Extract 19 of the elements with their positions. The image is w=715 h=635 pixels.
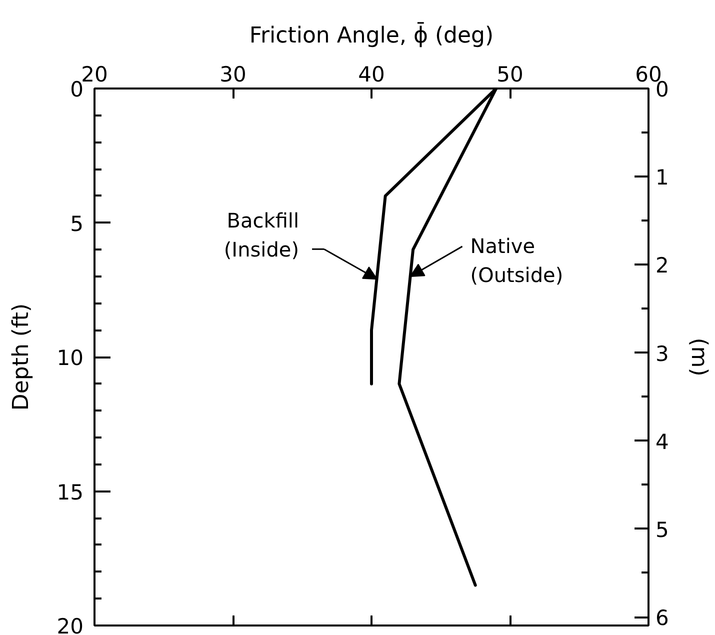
y2-tick-label: 2 xyxy=(656,254,669,278)
x-axis-title: Friction Angle, ϕ̄ (deg) xyxy=(249,21,494,48)
y2-tick-label: 3 xyxy=(656,342,669,366)
x-tick-label: 30 xyxy=(220,62,246,86)
y-tick-label: 20 xyxy=(56,614,84,635)
y-tick-label: 10 xyxy=(56,346,84,370)
y2-tick-label: 4 xyxy=(656,430,669,454)
x-tick-label: 40 xyxy=(358,62,385,86)
y2-axis-title: (m) xyxy=(686,338,711,376)
y-axis-title: Depth (ft) xyxy=(8,303,34,411)
x-tick-label: 50 xyxy=(496,62,524,86)
y2-tick-label: 6 xyxy=(656,606,669,630)
y-tick-label: 0 xyxy=(70,78,84,102)
y2-tick-label: 1 xyxy=(656,166,669,190)
annotation: Native (Outside) xyxy=(470,234,564,287)
y-tick-label: 5 xyxy=(70,212,84,236)
annotation: Backfill (Inside) xyxy=(224,208,300,262)
y-tick-label: 15 xyxy=(56,480,84,504)
y2-tick-label: 5 xyxy=(656,518,669,542)
